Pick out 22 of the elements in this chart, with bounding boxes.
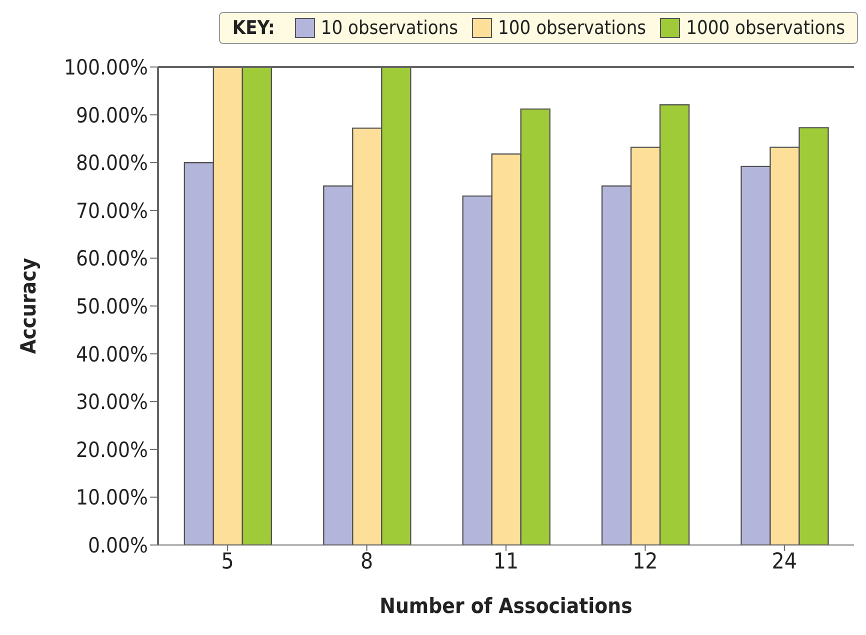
y-tick-label: 90.00%	[76, 103, 148, 128]
x-tick-label: 11	[493, 550, 519, 575]
y-tick-label: 80.00%	[76, 151, 148, 176]
y-tick-label: 60.00%	[76, 246, 148, 271]
legend-label: 100 observations	[498, 17, 646, 39]
y-tick-label: 10.00%	[76, 486, 148, 510]
x-tick-label: 5	[221, 550, 234, 575]
y-tick-label: 20.00%	[76, 438, 148, 462]
x-axis-title: Number of Associations	[380, 594, 632, 618]
y-tick-label: 40.00%	[76, 342, 148, 366]
y-tick-label: 70.00%	[76, 198, 148, 223]
y-tick-label: 100.00%	[64, 55, 148, 80]
y-tick-label: 0.00%	[88, 533, 148, 558]
legend-title: KEY:	[232, 17, 275, 39]
x-tick-label: 8	[360, 550, 374, 575]
legend-label: 1000 observations	[686, 17, 845, 39]
legend-label: 10 observations	[320, 17, 458, 39]
y-tick-label: 30.00%	[76, 390, 148, 414]
y-axis-title: Accuracy	[16, 258, 40, 354]
y-tick-label: 50.00%	[76, 294, 148, 318]
x-tick-label: 24	[772, 550, 797, 575]
x-tick-label: 12	[632, 550, 658, 575]
